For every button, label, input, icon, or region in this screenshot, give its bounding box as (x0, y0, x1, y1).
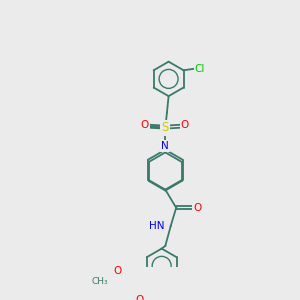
Text: O: O (114, 266, 122, 276)
Text: N: N (161, 141, 169, 151)
Text: O: O (136, 295, 144, 300)
Text: O: O (194, 203, 202, 213)
Text: S: S (162, 122, 169, 134)
Text: Cl: Cl (195, 64, 205, 74)
Text: O: O (141, 120, 149, 130)
Text: HN: HN (149, 221, 165, 231)
Text: O: O (181, 120, 189, 130)
Text: CH₃: CH₃ (92, 277, 108, 286)
